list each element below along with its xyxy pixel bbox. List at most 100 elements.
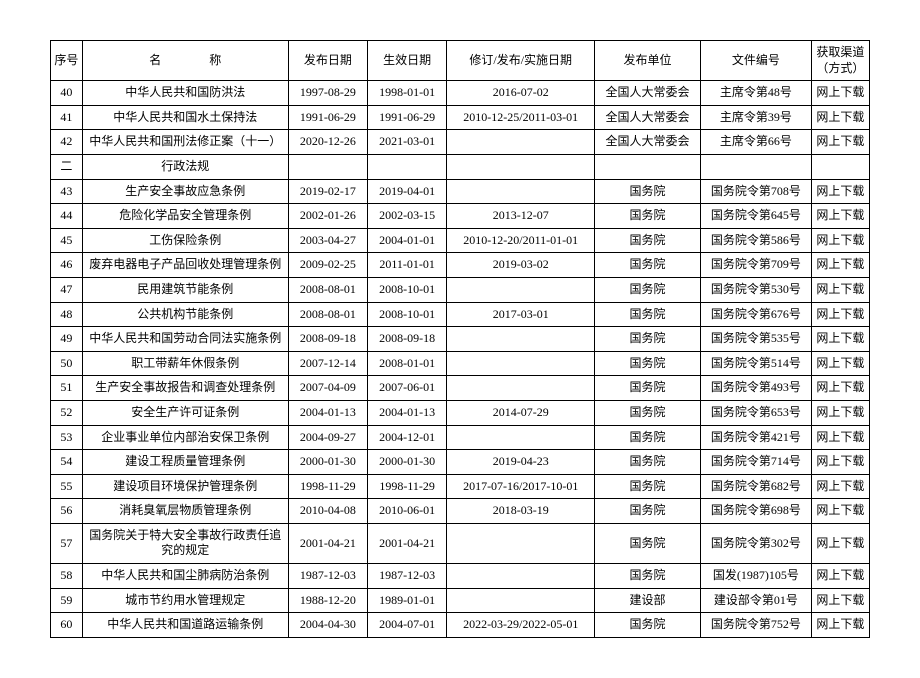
cell-eff_date: 2000-01-30 xyxy=(368,450,447,475)
cell-source: 网上下载 xyxy=(811,613,869,638)
cell-rev_date: 2019-03-02 xyxy=(447,253,595,278)
cell-pub_date: 1997-08-29 xyxy=(288,81,367,106)
cell-eff_date: 2004-12-01 xyxy=(368,425,447,450)
cell-eff_date: 2001-04-21 xyxy=(368,523,447,563)
cell-eff_date: 2008-01-01 xyxy=(368,351,447,376)
cell-seq: 50 xyxy=(51,351,83,376)
cell-doc_no: 主席令第66号 xyxy=(700,130,811,155)
cell-doc_no: 国务院令第535号 xyxy=(700,327,811,352)
table-row: 59城市节约用水管理规定1988-12-201989-01-01建设部建设部令第… xyxy=(51,588,870,613)
cell-source: 网上下载 xyxy=(811,81,869,106)
col-seq-header: 序号 xyxy=(51,41,83,81)
cell-name: 职工带薪年休假条例 xyxy=(82,351,288,376)
cell-name: 生产安全事故报告和调查处理条例 xyxy=(82,376,288,401)
cell-source: 网上下载 xyxy=(811,105,869,130)
cell-name: 行政法规 xyxy=(82,154,288,179)
cell-eff_date: 2008-10-01 xyxy=(368,302,447,327)
cell-seq: 56 xyxy=(51,499,83,524)
table-row: 50职工带薪年休假条例2007-12-142008-01-01国务院国务院令第5… xyxy=(51,351,870,376)
cell-rev_date xyxy=(447,277,595,302)
cell-rev_date: 2017-07-16/2017-10-01 xyxy=(447,474,595,499)
cell-eff_date: 2010-06-01 xyxy=(368,499,447,524)
cell-pub_date: 2002-01-26 xyxy=(288,204,367,229)
cell-seq: 57 xyxy=(51,523,83,563)
cell-rev_date: 2014-07-29 xyxy=(447,400,595,425)
cell-name: 中华人民共和国水土保持法 xyxy=(82,105,288,130)
cell-pub_date xyxy=(288,154,367,179)
cell-seq: 二 xyxy=(51,154,83,179)
cell-eff_date: 2011-01-01 xyxy=(368,253,447,278)
cell-eff_date: 2021-03-01 xyxy=(368,130,447,155)
header-row: 序号 名 称 发布日期 生效日期 修订/发布/实施日期 发布单位 文件编号 获取… xyxy=(51,41,870,81)
cell-name: 消耗臭氧层物质管理条例 xyxy=(82,499,288,524)
cell-rev_date xyxy=(447,523,595,563)
regulations-table: 序号 名 称 发布日期 生效日期 修订/发布/实施日期 发布单位 文件编号 获取… xyxy=(50,40,870,638)
cell-seq: 41 xyxy=(51,105,83,130)
cell-doc_no: 主席令第39号 xyxy=(700,105,811,130)
cell-rev_date xyxy=(447,351,595,376)
cell-unit xyxy=(595,154,701,179)
table-row: 52安全生产许可证条例2004-01-132004-01-132014-07-2… xyxy=(51,400,870,425)
cell-name: 中华人民共和国尘肺病防治条例 xyxy=(82,564,288,589)
cell-name: 工伤保险条例 xyxy=(82,228,288,253)
col-eff-header: 生效日期 xyxy=(368,41,447,81)
cell-source: 网上下载 xyxy=(811,130,869,155)
cell-rev_date: 2016-07-02 xyxy=(447,81,595,106)
table-row: 54建设工程质量管理条例2000-01-302000-01-302019-04-… xyxy=(51,450,870,475)
cell-doc_no: 国务院令第752号 xyxy=(700,613,811,638)
table-row: 43生产安全事故应急条例2019-02-172019-04-01国务院国务院令第… xyxy=(51,179,870,204)
cell-unit: 全国人大常委会 xyxy=(595,130,701,155)
cell-doc_no: 国务院令第514号 xyxy=(700,351,811,376)
cell-doc_no: 主席令第48号 xyxy=(700,81,811,106)
cell-unit: 国务院 xyxy=(595,376,701,401)
cell-pub_date: 1987-12-03 xyxy=(288,564,367,589)
cell-name: 中华人民共和国劳动合同法实施条例 xyxy=(82,327,288,352)
cell-eff_date: 1987-12-03 xyxy=(368,564,447,589)
cell-doc_no: 国务院令第421号 xyxy=(700,425,811,450)
cell-source: 网上下载 xyxy=(811,179,869,204)
cell-seq: 60 xyxy=(51,613,83,638)
cell-unit: 国务院 xyxy=(595,228,701,253)
table-row: 42中华人民共和国刑法修正案（十一）2020-12-262021-03-01全国… xyxy=(51,130,870,155)
cell-eff_date: 1991-06-29 xyxy=(368,105,447,130)
col-unit-header: 发布单位 xyxy=(595,41,701,81)
cell-source: 网上下载 xyxy=(811,523,869,563)
cell-seq: 42 xyxy=(51,130,83,155)
cell-name: 国务院关于特大安全事故行政责任追究的规定 xyxy=(82,523,288,563)
cell-seq: 49 xyxy=(51,327,83,352)
cell-source: 网上下载 xyxy=(811,376,869,401)
table-row: 55建设项目环境保护管理条例1998-11-291998-11-292017-0… xyxy=(51,474,870,499)
cell-unit: 国务院 xyxy=(595,327,701,352)
cell-doc_no: 国务院令第645号 xyxy=(700,204,811,229)
cell-doc_no: 国务院令第682号 xyxy=(700,474,811,499)
cell-seq: 46 xyxy=(51,253,83,278)
cell-unit: 国务院 xyxy=(595,425,701,450)
cell-name: 危险化学品安全管理条例 xyxy=(82,204,288,229)
col-pub-header: 发布日期 xyxy=(288,41,367,81)
cell-rev_date: 2022-03-29/2022-05-01 xyxy=(447,613,595,638)
cell-seq: 59 xyxy=(51,588,83,613)
cell-unit: 国务院 xyxy=(595,564,701,589)
cell-source: 网上下载 xyxy=(811,499,869,524)
cell-doc_no: 国发(1987)105号 xyxy=(700,564,811,589)
cell-name: 公共机构节能条例 xyxy=(82,302,288,327)
table-body: 40中华人民共和国防洪法1997-08-291998-01-012016-07-… xyxy=(51,81,870,638)
cell-rev_date xyxy=(447,179,595,204)
cell-source: 网上下载 xyxy=(811,450,869,475)
cell-seq: 43 xyxy=(51,179,83,204)
cell-seq: 45 xyxy=(51,228,83,253)
table-row: 40中华人民共和国防洪法1997-08-291998-01-012016-07-… xyxy=(51,81,870,106)
cell-source: 网上下载 xyxy=(811,351,869,376)
cell-pub_date: 2020-12-26 xyxy=(288,130,367,155)
cell-unit: 国务院 xyxy=(595,204,701,229)
cell-seq: 51 xyxy=(51,376,83,401)
cell-seq: 44 xyxy=(51,204,83,229)
cell-source: 网上下载 xyxy=(811,474,869,499)
cell-unit: 全国人大常委会 xyxy=(595,105,701,130)
cell-name: 建设工程质量管理条例 xyxy=(82,450,288,475)
table-row: 45工伤保险条例2003-04-272004-01-012010-12-20/2… xyxy=(51,228,870,253)
cell-source: 网上下载 xyxy=(811,302,869,327)
cell-unit: 国务院 xyxy=(595,253,701,278)
cell-doc_no: 国务院令第586号 xyxy=(700,228,811,253)
cell-pub_date: 1991-06-29 xyxy=(288,105,367,130)
